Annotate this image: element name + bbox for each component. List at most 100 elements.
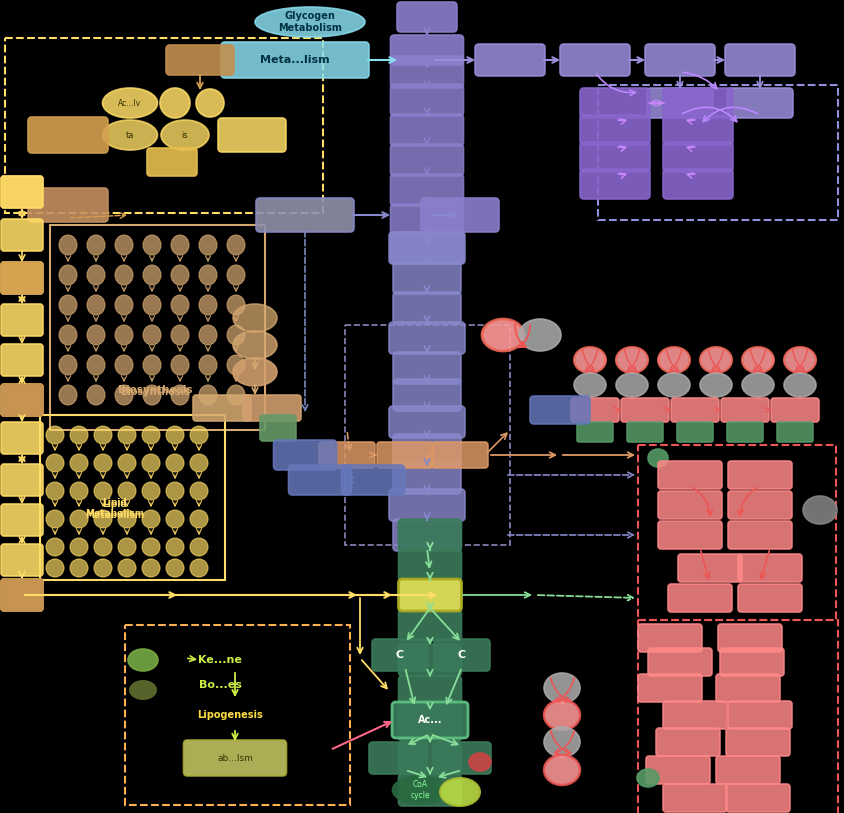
Ellipse shape <box>233 331 277 359</box>
FancyBboxPatch shape <box>627 422 663 442</box>
Ellipse shape <box>648 449 668 467</box>
FancyBboxPatch shape <box>398 609 462 641</box>
Bar <box>40 415 225 580</box>
FancyBboxPatch shape <box>1 384 43 416</box>
FancyBboxPatch shape <box>1 219 43 251</box>
Ellipse shape <box>171 385 189 405</box>
Ellipse shape <box>143 235 161 255</box>
FancyBboxPatch shape <box>377 442 433 468</box>
FancyBboxPatch shape <box>397 2 457 32</box>
Ellipse shape <box>616 347 648 373</box>
Ellipse shape <box>46 482 64 500</box>
Ellipse shape <box>59 295 77 315</box>
FancyBboxPatch shape <box>475 44 545 76</box>
Ellipse shape <box>118 510 136 528</box>
FancyBboxPatch shape <box>668 584 732 612</box>
Ellipse shape <box>700 373 732 397</box>
FancyBboxPatch shape <box>721 398 769 422</box>
FancyBboxPatch shape <box>738 554 802 582</box>
Ellipse shape <box>87 265 105 285</box>
FancyBboxPatch shape <box>771 398 819 422</box>
Ellipse shape <box>70 426 88 444</box>
FancyBboxPatch shape <box>28 188 108 222</box>
Ellipse shape <box>227 385 245 405</box>
FancyBboxPatch shape <box>398 709 462 741</box>
Ellipse shape <box>392 776 447 804</box>
Ellipse shape <box>544 755 580 785</box>
FancyBboxPatch shape <box>1 384 43 416</box>
Ellipse shape <box>70 559 88 577</box>
FancyBboxPatch shape <box>726 728 790 756</box>
Bar <box>125 625 350 805</box>
FancyBboxPatch shape <box>727 88 793 118</box>
Ellipse shape <box>544 673 580 703</box>
Ellipse shape <box>46 559 64 577</box>
FancyBboxPatch shape <box>645 44 715 76</box>
Ellipse shape <box>59 385 77 405</box>
FancyBboxPatch shape <box>393 434 461 466</box>
FancyBboxPatch shape <box>530 396 590 424</box>
FancyBboxPatch shape <box>577 422 613 442</box>
Ellipse shape <box>171 295 189 315</box>
Ellipse shape <box>87 235 105 255</box>
FancyBboxPatch shape <box>398 579 462 611</box>
FancyBboxPatch shape <box>648 648 712 676</box>
FancyBboxPatch shape <box>221 42 369 78</box>
FancyBboxPatch shape <box>391 204 463 236</box>
FancyBboxPatch shape <box>638 624 702 652</box>
Text: ab...lsm: ab...lsm <box>217 754 253 763</box>
FancyBboxPatch shape <box>393 379 461 411</box>
FancyBboxPatch shape <box>728 701 792 729</box>
FancyBboxPatch shape <box>663 115 733 145</box>
Ellipse shape <box>190 538 208 556</box>
FancyBboxPatch shape <box>1 176 43 208</box>
FancyBboxPatch shape <box>671 398 719 422</box>
FancyBboxPatch shape <box>1 504 43 536</box>
FancyBboxPatch shape <box>391 144 463 176</box>
Ellipse shape <box>440 778 480 806</box>
FancyBboxPatch shape <box>580 88 650 118</box>
FancyBboxPatch shape <box>580 115 650 145</box>
Ellipse shape <box>166 482 184 500</box>
Ellipse shape <box>115 385 133 405</box>
Ellipse shape <box>94 454 112 472</box>
FancyBboxPatch shape <box>718 624 782 652</box>
FancyBboxPatch shape <box>433 742 491 774</box>
Bar <box>5 38 323 213</box>
FancyBboxPatch shape <box>720 648 784 676</box>
Text: is: is <box>181 131 188 140</box>
Ellipse shape <box>227 295 245 315</box>
Ellipse shape <box>742 347 774 373</box>
Ellipse shape <box>142 426 160 444</box>
Ellipse shape <box>227 235 245 255</box>
Ellipse shape <box>166 426 184 444</box>
FancyBboxPatch shape <box>389 322 465 354</box>
Ellipse shape <box>143 385 161 405</box>
FancyBboxPatch shape <box>1 262 43 294</box>
Text: Ke...ne: Ke...ne <box>198 655 242 665</box>
FancyBboxPatch shape <box>398 742 462 774</box>
FancyBboxPatch shape <box>663 701 727 729</box>
FancyBboxPatch shape <box>678 554 742 582</box>
Ellipse shape <box>190 559 208 577</box>
Ellipse shape <box>115 325 133 345</box>
FancyBboxPatch shape <box>725 44 795 76</box>
FancyBboxPatch shape <box>28 117 108 153</box>
FancyBboxPatch shape <box>398 644 462 676</box>
FancyBboxPatch shape <box>658 491 722 519</box>
FancyBboxPatch shape <box>391 84 463 116</box>
Ellipse shape <box>115 235 133 255</box>
FancyBboxPatch shape <box>393 352 461 384</box>
Ellipse shape <box>59 355 77 375</box>
Ellipse shape <box>59 265 77 285</box>
Ellipse shape <box>544 727 580 757</box>
Ellipse shape <box>658 347 690 373</box>
FancyBboxPatch shape <box>392 702 468 738</box>
Ellipse shape <box>70 538 88 556</box>
Text: Bo...es: Bo...es <box>198 680 241 690</box>
Ellipse shape <box>94 426 112 444</box>
Ellipse shape <box>129 680 157 700</box>
Ellipse shape <box>227 355 245 375</box>
FancyBboxPatch shape <box>728 461 792 489</box>
FancyBboxPatch shape <box>560 44 630 76</box>
